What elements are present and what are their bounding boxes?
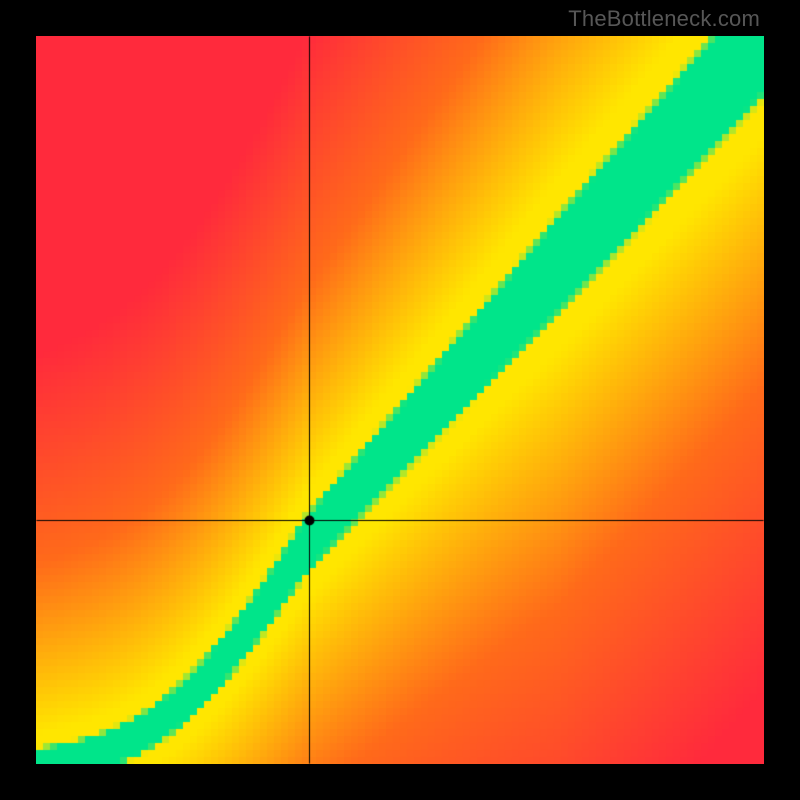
- chart-container: TheBottleneck.com: [0, 0, 800, 800]
- attribution-text: TheBottleneck.com: [568, 6, 760, 32]
- bottleneck-heatmap: [36, 36, 764, 764]
